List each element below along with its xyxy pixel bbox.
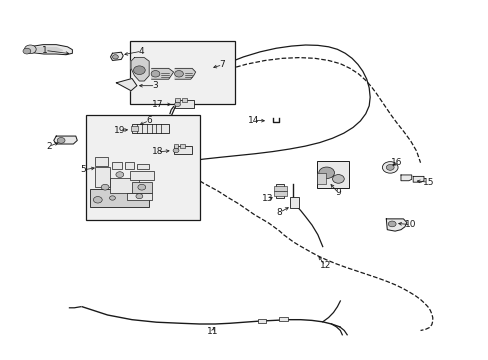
Bar [112, 162, 122, 169]
Bar [95, 167, 110, 187]
Bar [173, 144, 178, 148]
Bar [273, 191, 286, 196]
Polygon shape [116, 78, 137, 91]
Text: 17: 17 [151, 100, 163, 109]
Bar [180, 144, 185, 148]
Bar [316, 173, 325, 184]
Bar [129, 41, 234, 104]
Bar [173, 146, 192, 154]
Circle shape [23, 48, 31, 54]
Polygon shape [386, 219, 406, 231]
Text: 7: 7 [219, 60, 225, 69]
Circle shape [116, 172, 123, 177]
Text: 5: 5 [80, 165, 86, 174]
Circle shape [57, 138, 65, 143]
Circle shape [332, 175, 344, 183]
Text: 18: 18 [151, 148, 163, 156]
Bar [276, 184, 284, 198]
Circle shape [133, 66, 145, 75]
Bar [182, 98, 186, 102]
Polygon shape [131, 58, 149, 81]
Text: 10: 10 [404, 220, 416, 229]
Circle shape [138, 184, 145, 190]
Bar [278, 317, 287, 321]
Text: 6: 6 [146, 116, 152, 125]
Circle shape [318, 167, 334, 179]
Circle shape [101, 184, 109, 190]
Polygon shape [400, 175, 411, 181]
Bar [129, 171, 154, 180]
Circle shape [382, 162, 397, 173]
Bar [137, 164, 149, 169]
Text: 3: 3 [152, 81, 158, 90]
Text: 9: 9 [335, 188, 341, 197]
Polygon shape [54, 136, 77, 144]
Bar [175, 98, 180, 102]
Bar [85, 115, 200, 220]
Text: 2: 2 [46, 142, 52, 151]
Bar [316, 161, 348, 188]
Bar [132, 182, 151, 193]
Text: 19: 19 [114, 126, 125, 135]
Circle shape [174, 102, 180, 107]
Text: 16: 16 [390, 158, 402, 167]
Bar [290, 197, 299, 208]
Circle shape [93, 197, 102, 203]
Polygon shape [30, 48, 62, 52]
Bar [273, 186, 286, 191]
Polygon shape [110, 52, 123, 60]
Circle shape [109, 196, 115, 200]
Text: 14: 14 [247, 116, 259, 125]
Text: 12: 12 [319, 261, 330, 270]
Circle shape [24, 45, 36, 54]
Bar [124, 162, 134, 169]
Circle shape [112, 55, 118, 59]
Polygon shape [27, 45, 72, 55]
Text: 11: 11 [206, 328, 218, 336]
Polygon shape [175, 68, 195, 79]
Circle shape [174, 71, 183, 77]
Circle shape [173, 148, 179, 153]
Bar [95, 157, 107, 166]
Text: 13: 13 [262, 194, 273, 203]
Bar [175, 100, 193, 108]
Circle shape [387, 221, 395, 227]
Text: 4: 4 [139, 46, 144, 55]
Bar [258, 319, 265, 323]
Bar [90, 189, 149, 207]
Text: 8: 8 [276, 208, 282, 217]
Polygon shape [412, 176, 423, 182]
Bar [110, 178, 139, 193]
Circle shape [151, 71, 160, 77]
Text: 1: 1 [42, 46, 48, 55]
Bar [131, 126, 138, 131]
Circle shape [386, 165, 393, 170]
Bar [132, 124, 168, 133]
Polygon shape [151, 68, 173, 79]
Text: 15: 15 [422, 177, 433, 186]
Circle shape [136, 194, 142, 199]
Bar [127, 193, 151, 200]
